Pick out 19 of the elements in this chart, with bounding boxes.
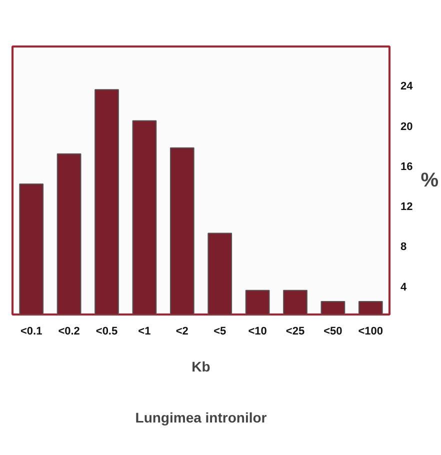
x-tick-label: <5	[214, 326, 226, 338]
x-tick-label: <2	[176, 326, 188, 338]
y-tick-label: 24	[400, 80, 414, 93]
x-tick-label: <25	[286, 326, 305, 338]
y-tick-label: 16	[400, 160, 413, 173]
y-tick-label: 20	[400, 120, 413, 133]
x-tick-label: <1	[138, 326, 151, 338]
y-axis-title: %	[420, 170, 439, 192]
x-tick-label: <10	[248, 326, 267, 338]
y-tick-label: 4	[400, 281, 408, 294]
x-tick-label: <50	[324, 326, 342, 338]
y-tick-label: 12	[400, 201, 413, 214]
x-tick-label: <0.2	[58, 326, 80, 338]
text: Lungimea intronilor	[135, 410, 268, 426]
x-tick-label: <0.5	[96, 326, 118, 338]
x-tick-label: <0.1	[20, 326, 42, 338]
x-tick-label: <100	[358, 326, 384, 338]
y-tick-label: 8	[400, 241, 407, 254]
x-axis-title: Kb	[192, 358, 210, 374]
